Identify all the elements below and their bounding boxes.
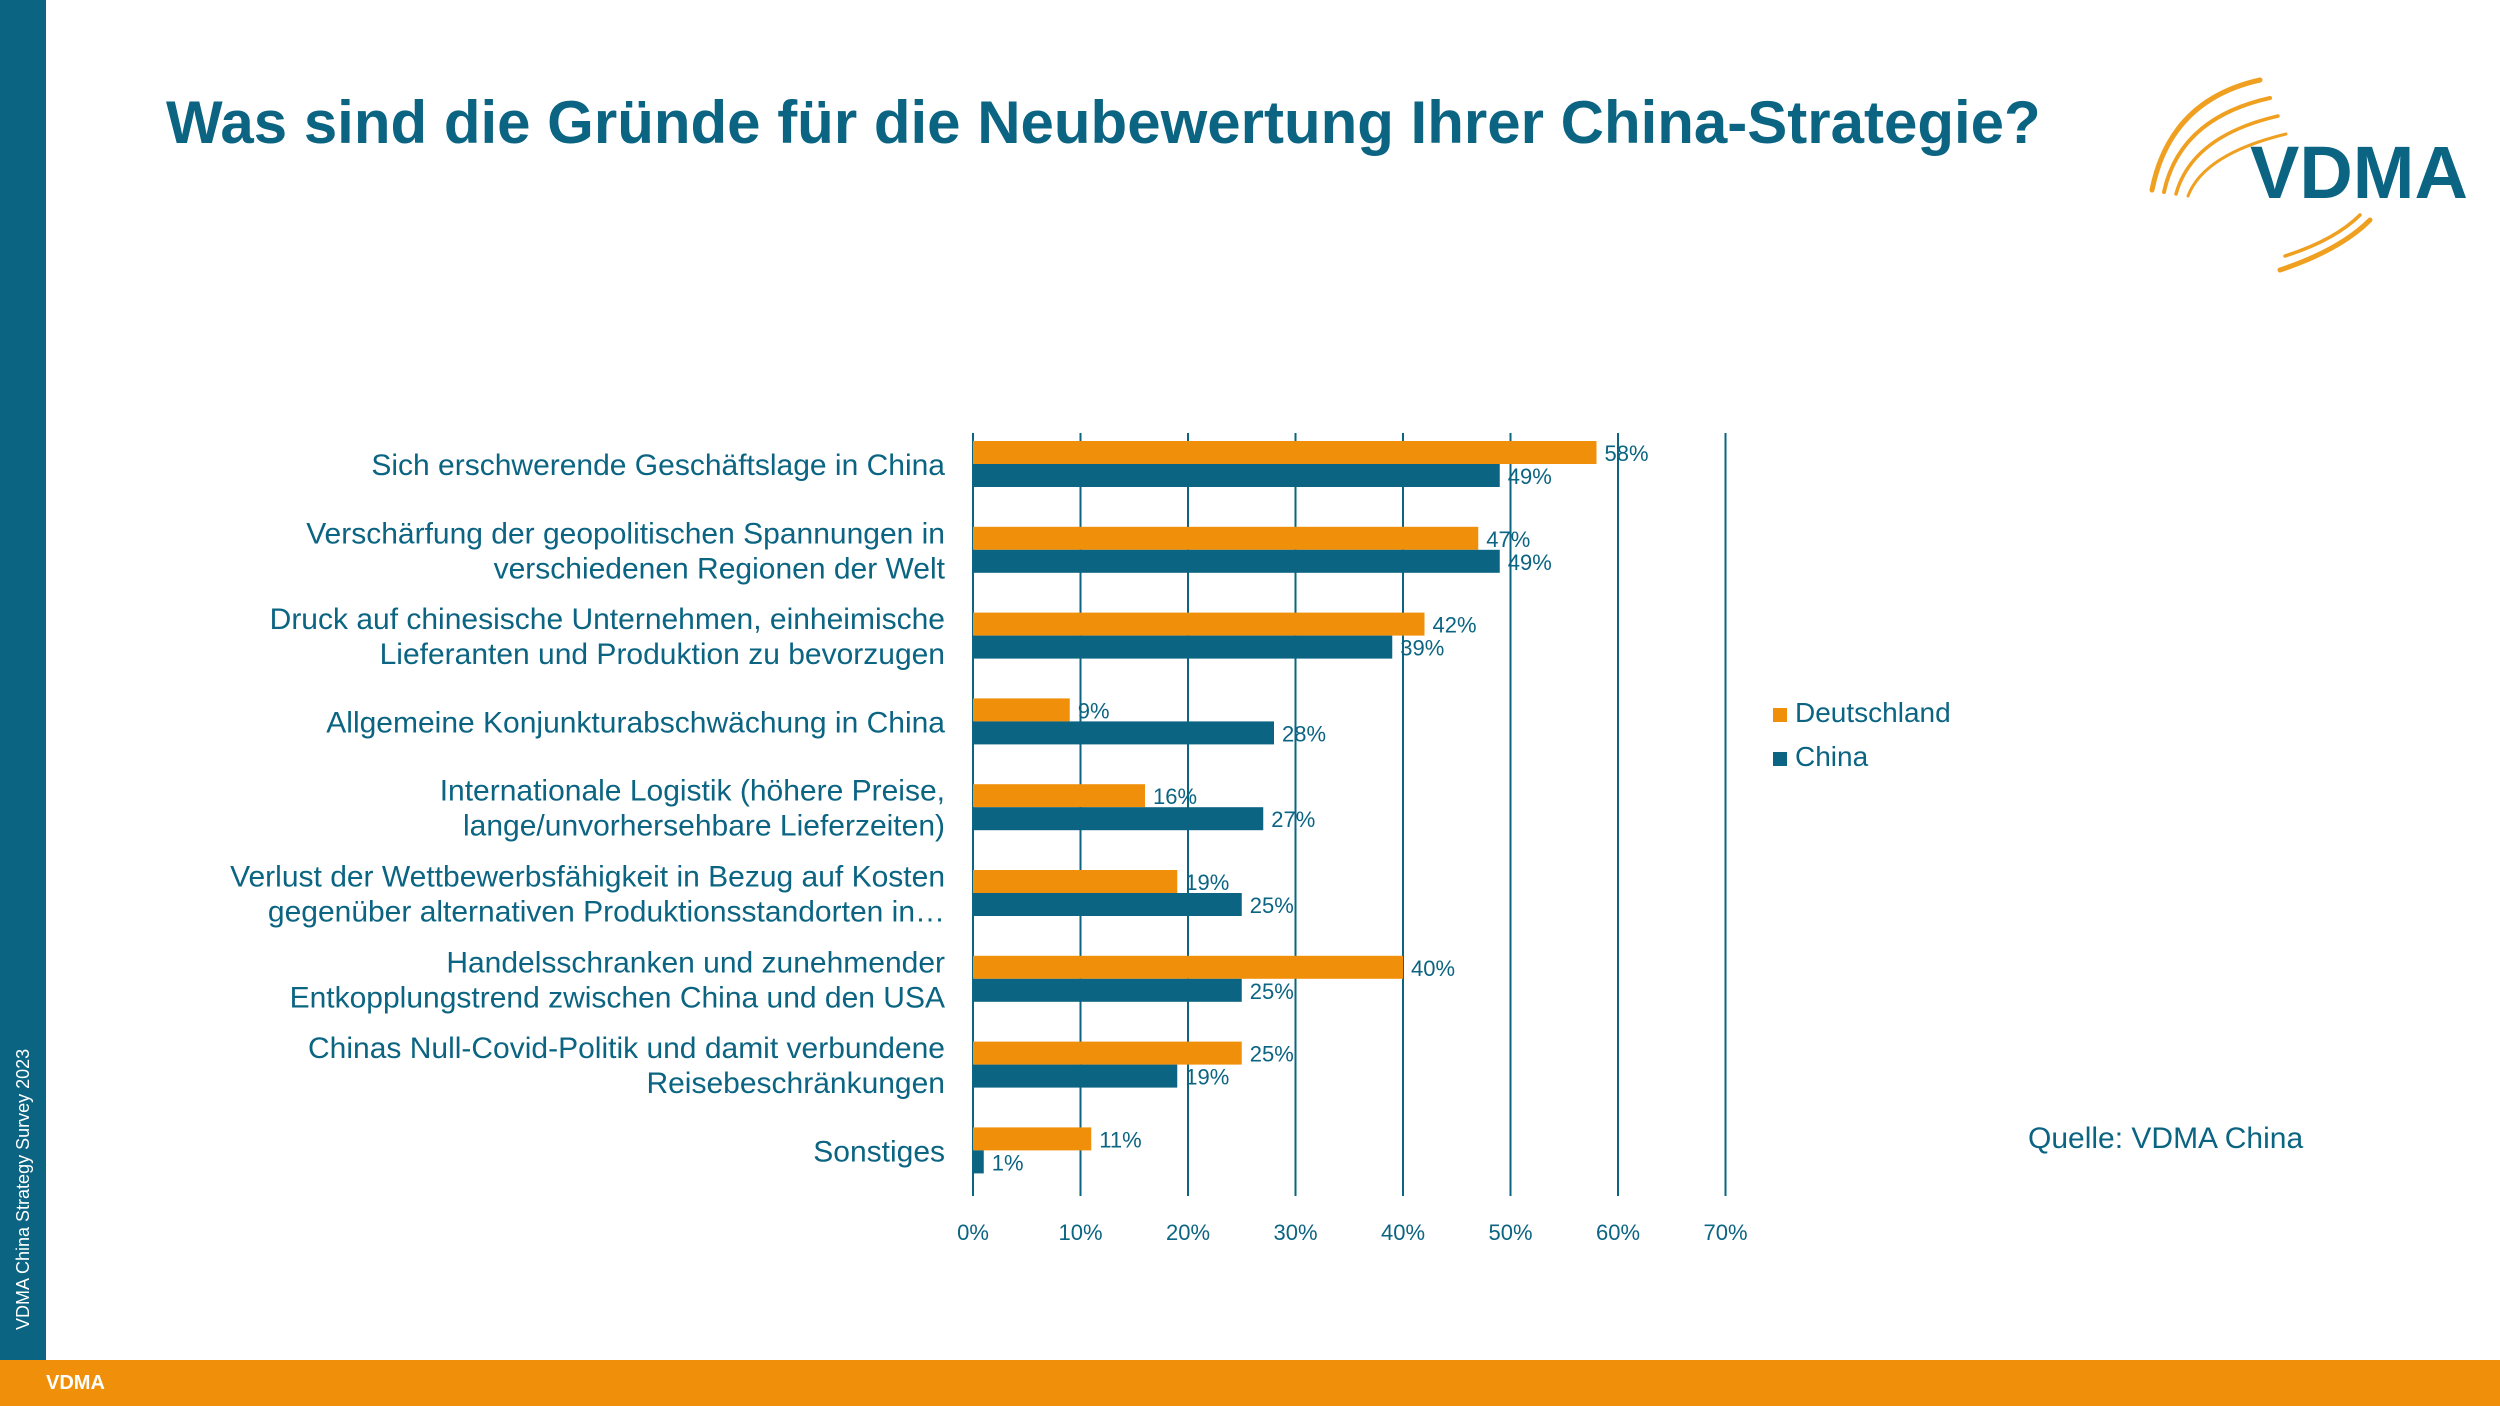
x-tick-label: 50% xyxy=(1488,1220,1532,1245)
bar-china-5 xyxy=(973,893,1242,916)
category-label: Reisebeschränkungen xyxy=(646,1067,945,1100)
bar-deutschland-1 xyxy=(973,526,1479,550)
category-label: lange/unvorhersehbare Lieferzeiten) xyxy=(463,810,945,843)
data-label: 28% xyxy=(1282,721,1326,746)
x-tick-label: 10% xyxy=(1058,1220,1102,1245)
category-label: Chinas Null-Covid-Politik und damit verb… xyxy=(308,1032,945,1065)
category-label: Internationale Logistik (höhere Preise, xyxy=(440,775,945,808)
footer-bar: VDMA xyxy=(0,1360,2500,1406)
bar-deutschland-8 xyxy=(973,1127,1092,1151)
logo-text: VDMA xyxy=(2250,131,2468,214)
legend-label: Deutschland xyxy=(1795,697,1951,728)
bar-deutschland-3 xyxy=(973,698,1070,722)
category-label: Druck auf chinesische Unternehmen, einhe… xyxy=(270,603,945,636)
bar-deutschland-0 xyxy=(973,441,1597,464)
bar-china-0 xyxy=(973,464,1500,487)
chart-legend: Deutschland China xyxy=(1773,697,1951,772)
data-label: 25% xyxy=(1250,1042,1294,1067)
x-tick-label: 40% xyxy=(1381,1220,1425,1245)
legend-swatch xyxy=(1773,752,1787,766)
category-label: verschiedenen Regionen der Welt xyxy=(494,552,946,585)
legend-label: China xyxy=(1795,741,1869,772)
category-label: gegenüber alternativen Produktionsstando… xyxy=(268,896,945,929)
chart-bars xyxy=(973,441,1597,1174)
left-accent-band: VDMA China Strategy Survey 2023 xyxy=(0,0,46,1360)
x-tick-label: 70% xyxy=(1703,1220,1747,1245)
data-label: 39% xyxy=(1400,636,1444,661)
x-tick-label: 0% xyxy=(957,1220,989,1245)
bar-china-2 xyxy=(973,635,1393,659)
page-title: Was sind die Gründe für die Neubewertung… xyxy=(166,89,2041,156)
legend-swatch xyxy=(1773,708,1787,722)
data-label: 9% xyxy=(1078,698,1110,723)
data-label: 19% xyxy=(1185,870,1229,895)
data-label: 42% xyxy=(1433,613,1477,638)
bar-china-3 xyxy=(973,721,1274,745)
x-tick-label: 30% xyxy=(1273,1220,1317,1245)
bar-china-8 xyxy=(973,1150,984,1174)
data-label: 1% xyxy=(992,1150,1024,1175)
category-label: Sonstiges xyxy=(813,1135,945,1168)
category-label: Verschärfung der geopolitischen Spannung… xyxy=(306,517,945,550)
data-label: 19% xyxy=(1185,1065,1229,1090)
bar-china-7 xyxy=(973,1064,1178,1088)
category-label: Entkopplungstrend zwischen China und den… xyxy=(290,981,945,1014)
category-label: Sich erschwerende Geschäftslage in China xyxy=(371,449,945,482)
category-label: Verlust der Wettbewerbsfähigkeit in Bezu… xyxy=(230,861,945,894)
x-tick-label: 20% xyxy=(1166,1220,1210,1245)
data-label: 11% xyxy=(1099,1127,1141,1152)
category-label: Handelsschranken und zunehmender xyxy=(446,946,945,979)
category-label: Allgemeine Konjunkturabschwächung in Chi… xyxy=(326,706,945,739)
bar-china-1 xyxy=(973,549,1500,573)
x-tick-label: 60% xyxy=(1596,1220,1640,1245)
bar-deutschland-6 xyxy=(973,955,1403,979)
data-label: 40% xyxy=(1411,956,1455,981)
footer-label: VDMA xyxy=(46,1372,105,1394)
data-label: 25% xyxy=(1250,893,1294,918)
data-label: 47% xyxy=(1486,527,1530,552)
bar-china-4 xyxy=(973,807,1264,831)
category-label: Lieferanten und Produktion zu bevorzugen xyxy=(380,638,945,671)
bar-deutschland-7 xyxy=(973,1041,1242,1065)
bar-deutschland-4 xyxy=(973,784,1145,808)
data-label: 49% xyxy=(1508,550,1552,575)
bar-deutschland-2 xyxy=(973,612,1425,636)
data-label: 49% xyxy=(1508,464,1552,489)
bar-deutschland-5 xyxy=(973,870,1178,893)
bar-china-6 xyxy=(973,978,1242,1002)
chart-labels: 0% 10% 20% 30% 40% 50% 60% 70% 58% 49% Sich erschw… xyxy=(230,441,1747,1245)
data-label: 25% xyxy=(1250,979,1294,1004)
data-label: 16% xyxy=(1153,784,1197,809)
source-note: Quelle: VDMA China xyxy=(2028,1122,2304,1155)
vdma-logo: VDMA xyxy=(2149,77,2468,273)
data-label: 58% xyxy=(1605,441,1649,466)
data-label: 27% xyxy=(1271,807,1315,832)
